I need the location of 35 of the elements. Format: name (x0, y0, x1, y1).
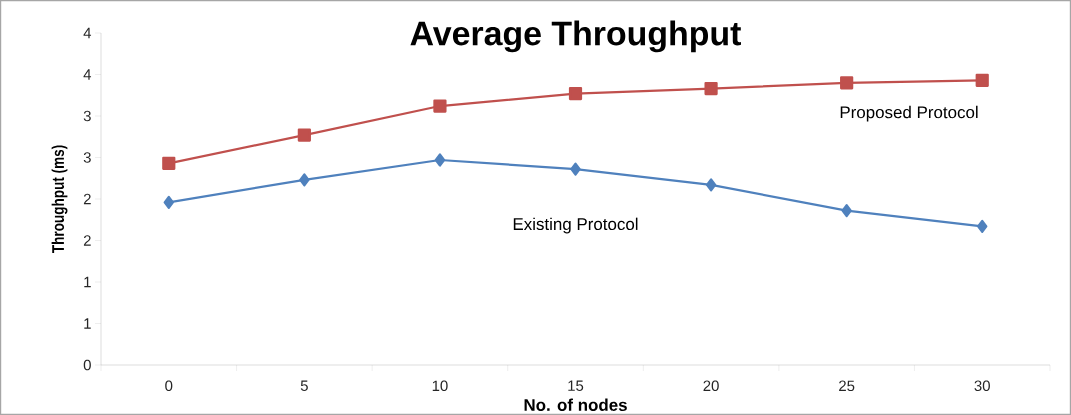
point (840, 76, 854, 90)
y-tick-label: 4 (83, 27, 92, 39)
text: Existing Protocol (513, 217, 638, 234)
y-tick-label: 3 (83, 152, 91, 163)
x-tick-label: 0 (165, 380, 173, 392)
x-tick-label: 30 (974, 380, 990, 392)
point (297, 128, 311, 142)
x-tick-label: 20 (703, 380, 719, 392)
y-tick-label: 1 (84, 318, 91, 329)
point (433, 99, 447, 113)
x-tick-label: 15 (568, 380, 584, 391)
x-axis-title: No. of nodes (524, 398, 627, 411)
x-tick-label: 10 (432, 380, 448, 392)
y-tick-label: 2 (83, 193, 91, 205)
y-tick-label: 2 (83, 235, 91, 246)
y-tick-label: 3 (83, 110, 91, 122)
y-tick-label: 4 (83, 69, 92, 80)
point (568, 86, 583, 101)
series-label: Proposed Protocol (840, 105, 978, 122)
point (704, 82, 718, 96)
point (975, 73, 989, 87)
point (162, 156, 176, 170)
point (299, 173, 310, 187)
point (570, 162, 581, 176)
chart-title: Average Throughput (410, 20, 741, 53)
x-tick-label: 25 (839, 380, 855, 392)
point (977, 219, 988, 233)
point (163, 195, 175, 209)
y-tick-label: 0 (83, 359, 91, 371)
y-tick-label: 1 (84, 276, 91, 288)
point (434, 153, 446, 167)
point (841, 204, 852, 218)
point (705, 178, 717, 192)
x-tick-label: 5 (300, 380, 308, 391)
y-axis-title: Throughput (ms) (51, 145, 68, 254)
